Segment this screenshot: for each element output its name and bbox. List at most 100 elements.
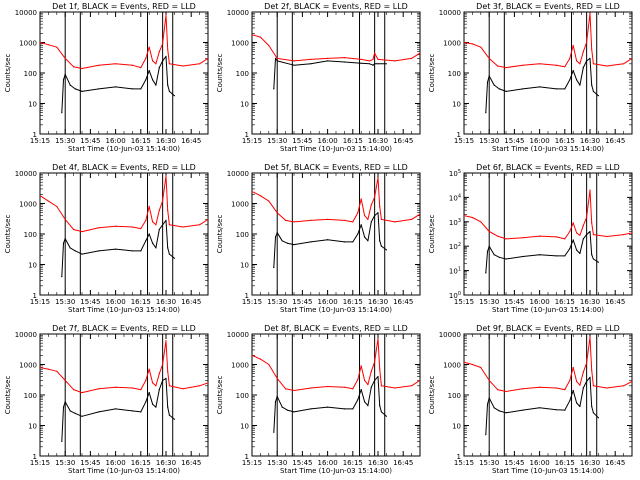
data-point-black [372, 64, 374, 66]
x-axis-label: Start Time (10-Jun-03 15:14:00) [492, 306, 604, 314]
data-point-red [606, 65, 608, 67]
x-tick-label: 16:30 [580, 298, 600, 306]
data-point-black [158, 389, 160, 391]
data-point-red [158, 209, 160, 211]
data-point-black [81, 415, 83, 417]
data-point-black [131, 410, 133, 412]
data-point-black [485, 434, 487, 436]
data-point-black [115, 86, 117, 88]
series-line-red [40, 14, 208, 69]
series-line-black [61, 377, 175, 442]
y-tick-label: 10000 [227, 170, 249, 178]
x-tick-label: 16:30 [580, 459, 600, 467]
x-axis-label: Start Time (10-Jun-03 15:14:00) [280, 306, 392, 314]
data-point-red [592, 234, 595, 236]
data-point-black [274, 57, 277, 60]
data-point-red [419, 379, 420, 381]
data-point-red [569, 230, 571, 233]
data-point-red [293, 60, 295, 62]
series-line-red [464, 189, 632, 240]
data-point-black [131, 88, 133, 90]
data-point-black [173, 257, 175, 259]
panel-title: Det 8f, BLACK = Events, RED = LLD [264, 324, 408, 333]
vertical-markers [276, 12, 386, 134]
x-tick-label: 16:30 [156, 137, 176, 145]
y-tick-label: 10 [28, 262, 37, 270]
data-point-red [158, 373, 160, 375]
data-point-black [343, 61, 345, 63]
data-point-red [81, 392, 83, 394]
data-point-black [498, 410, 500, 412]
y-tick-label: 10000 [15, 9, 37, 17]
data-point-red [259, 36, 261, 38]
series-line-black [61, 55, 175, 113]
data-point-red [505, 238, 507, 240]
data-point-black [485, 272, 487, 274]
data-point-red [327, 218, 329, 220]
data-point-red [310, 219, 312, 221]
data-point-black [61, 276, 63, 278]
data-point-red [268, 363, 270, 366]
data-point-red [115, 225, 117, 227]
x-tick-label: 15:15 [454, 137, 474, 145]
data-point-black [155, 247, 157, 249]
data-point-red [73, 228, 75, 231]
vertical-markers [488, 12, 598, 134]
data-point-black [131, 250, 133, 252]
data-point-red [293, 221, 295, 223]
data-point-black [152, 79, 154, 81]
y-tick-label: 1000 [231, 362, 249, 370]
data-point-black [74, 250, 76, 252]
series-black [61, 377, 175, 442]
x-tick-label: 15:45 [504, 459, 524, 467]
data-point-black [505, 412, 507, 414]
x-tick-label: 16:00 [318, 459, 338, 467]
data-point-red [343, 57, 345, 59]
data-point-black [586, 380, 588, 382]
panel-title: Det 9f, BLACK = Events, RED = LLD [476, 324, 620, 333]
data-point-black [61, 440, 63, 442]
data-point-red [131, 226, 133, 228]
data-point-red [367, 384, 369, 386]
x-tick-label: 16:00 [530, 298, 550, 306]
data-point-red [252, 34, 253, 36]
y-axis-label: Counts/sec [428, 376, 436, 415]
y-tick-label: 10000 [15, 331, 37, 339]
data-point-red [370, 204, 372, 206]
y-tick-label: 10 [452, 423, 461, 431]
data-point-red [464, 41, 465, 44]
data-point-black [380, 245, 382, 247]
data-point-red [591, 369, 593, 371]
data-point-red [488, 57, 490, 60]
series-red [464, 189, 632, 240]
data-point-black [486, 403, 489, 405]
y-tick-label: 103 [449, 218, 461, 227]
data-point-red [480, 46, 482, 48]
y-axis-label: Counts/sec [4, 215, 12, 254]
series-black [273, 212, 387, 269]
x-tick-label: 15:45 [504, 137, 524, 145]
data-point-black [168, 253, 170, 255]
x-tick-label: 15:45 [292, 298, 312, 306]
data-point-red [471, 43, 473, 45]
series-line-black [485, 57, 599, 113]
data-point-red [199, 385, 201, 387]
data-point-red [555, 236, 558, 238]
data-point-red [40, 41, 41, 44]
data-point-red [357, 212, 359, 214]
data-point-black [493, 407, 495, 409]
data-point-red [360, 58, 362, 61]
data-point-black [522, 255, 524, 258]
series-black [273, 57, 387, 90]
data-point-red [505, 390, 507, 393]
data-point-black [140, 250, 142, 252]
x-tick-label: 15:15 [30, 298, 50, 306]
data-point-black [310, 241, 312, 243]
y-axis-label: Counts/sec [216, 376, 224, 415]
y-tick-label: 10000 [227, 331, 249, 339]
data-point-black [586, 60, 588, 62]
data-point-black [597, 261, 600, 263]
data-point-black [145, 401, 147, 403]
series-line-red [252, 34, 420, 62]
series-line-red [252, 338, 420, 391]
